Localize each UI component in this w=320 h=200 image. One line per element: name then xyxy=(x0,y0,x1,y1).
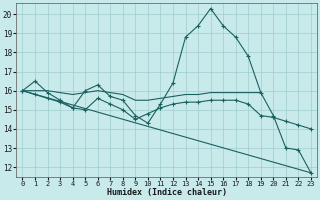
X-axis label: Humidex (Indice chaleur): Humidex (Indice chaleur) xyxy=(107,188,227,197)
